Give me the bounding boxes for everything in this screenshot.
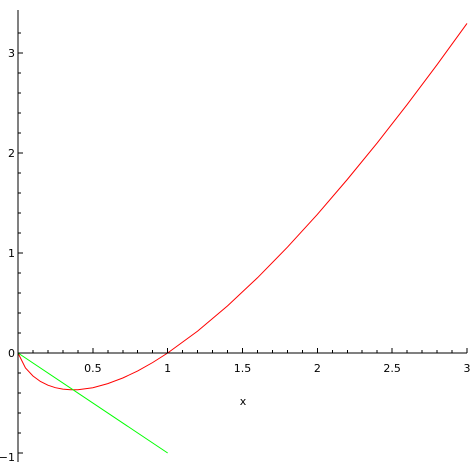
y-tick-label: 2 — [8, 147, 15, 160]
y-tick-label: 3 — [8, 47, 15, 60]
x-tick-label: 1.5 — [234, 362, 252, 375]
x-tick-label: 1 — [164, 362, 171, 375]
x-tick-label: 3 — [464, 362, 471, 375]
y-tick-label: −1 — [0, 451, 15, 464]
ticks-layer: 0.5 1 1.5 2 2.5 3 −1 0 1 2 3 — [0, 32, 471, 464]
series-line-2 — [17, 352, 168, 454]
x-axis-title: x — [240, 395, 247, 408]
x-tick-label: 2 — [314, 362, 321, 375]
series-layer — [17, 23, 468, 454]
x-tick-label: 0.5 — [84, 362, 102, 375]
y-tick-label: 0 — [8, 347, 15, 360]
series-line-1 — [17, 23, 468, 391]
x-tick-label: 2.5 — [383, 362, 401, 375]
y-tick-label: 1 — [8, 247, 15, 260]
